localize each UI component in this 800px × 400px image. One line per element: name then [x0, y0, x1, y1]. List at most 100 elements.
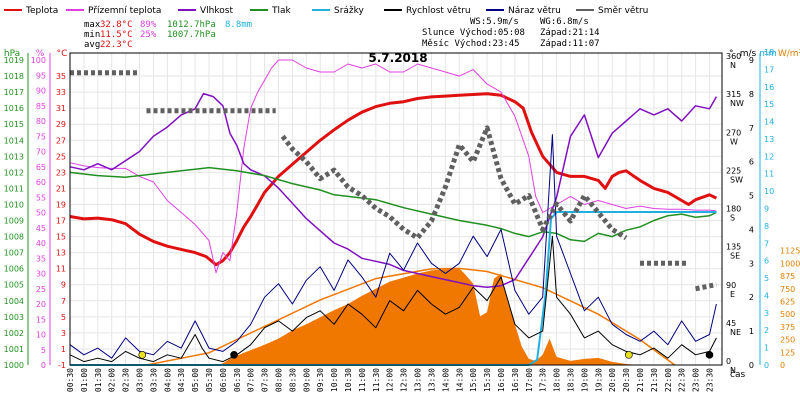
stat-avg-label: avg: [84, 40, 100, 50]
wm2-tick-label: 1125: [780, 247, 800, 256]
legend-label: Srážky: [334, 6, 365, 16]
deg-tick-label: 45: [726, 319, 736, 328]
y-tick-label: 1008: [4, 233, 24, 242]
y-tick-label: 60: [36, 178, 46, 187]
axis-unit-label: m/s: [740, 49, 757, 59]
x-tick-label: 16:00: [497, 368, 506, 392]
stat-max-temp: 32.8°C: [100, 20, 133, 30]
y-tick-label: 100: [31, 56, 46, 65]
y-tick-label: 9: [61, 281, 66, 290]
y-tick-label: 13: [56, 249, 66, 258]
mm-tick-label: 4: [764, 291, 769, 300]
y-tick-label: 15: [36, 315, 46, 324]
y-tick-label: 80: [36, 117, 46, 126]
stat-max-rain: 8.8mm: [225, 20, 252, 30]
ms-tick-label: 1: [749, 327, 754, 336]
x-tick-label: 14:00: [441, 368, 450, 392]
event-marker: [625, 351, 633, 359]
event-marker: [138, 351, 147, 359]
y-tick-label: 7: [61, 297, 66, 306]
series-line-teplota: [69, 92, 718, 267]
axis-unit-label: %: [36, 49, 45, 59]
y-tick-label: 1000: [4, 361, 24, 370]
ms-tick-label: 8: [749, 90, 754, 99]
measured-radiation-area: [220, 268, 640, 365]
ms-tick-label: 9: [749, 56, 754, 65]
mm-tick-label: 3: [764, 309, 769, 318]
x-tick-label: 12:00: [386, 368, 395, 392]
x-tick-label: 06:30: [233, 368, 242, 392]
event-marker: [705, 351, 714, 359]
axis-unit-label: mm: [759, 49, 777, 59]
x-tick-label: 21:30: [650, 368, 659, 392]
wm2-tick-label: 125: [780, 348, 795, 357]
y-tick-label: 25: [36, 285, 46, 294]
wm2-tick-label: 500: [780, 310, 795, 319]
y-tick-label: 33: [56, 88, 66, 97]
stat-min-label: min: [84, 30, 100, 40]
x-tick-label: 07:00: [247, 368, 256, 392]
y-tick-label: 1017: [4, 88, 24, 97]
y-tick-label: 1002: [4, 329, 24, 338]
legend: Teplota Přízemní teplota Vlhkost Tlak Srážky…: [4, 6, 648, 16]
axes-layer: 00:30 01:00 01:30 02:00 02:30 03:00 03:30 04:00…: [4, 48, 800, 392]
x-axis-label: čas: [730, 369, 745, 380]
y-tick-label: 27: [56, 136, 66, 145]
x-tick-label: 09:00: [302, 368, 311, 392]
info-sunset: Západ:21:14: [540, 28, 600, 38]
mm-tick-label: 0: [764, 361, 769, 370]
series-line-vlhkost: [69, 92, 718, 288]
deg-tick-label: 0: [726, 357, 731, 366]
x-tick-label: 16:30: [511, 368, 520, 392]
x-tick-label: 23:30: [705, 368, 714, 392]
x-tick-label: 13:30: [427, 368, 436, 392]
x-tick-label: 06:00: [219, 368, 228, 392]
ms-tick-label: 5: [749, 192, 754, 201]
ms-tick-label: 2: [749, 293, 754, 302]
y-tick-label: 40: [36, 239, 46, 248]
y-tick-label: 23: [56, 168, 66, 177]
info-ws: WS:5.9m/s: [470, 17, 519, 27]
x-tick-label: 01:00: [80, 368, 89, 392]
x-tick-label: 17:00: [525, 368, 534, 392]
mm-tick-label: 14: [764, 118, 774, 127]
info-moonrise: Měsíc Východ:23:45: [422, 39, 520, 49]
x-tick-label: 13:00: [414, 368, 423, 392]
event-markers: [138, 351, 714, 359]
y-tick-label: 1010: [4, 200, 24, 209]
deg-tick-label: 315: [726, 90, 741, 99]
y-tick-label: 1013: [4, 152, 24, 161]
y-tick-label: -1: [58, 361, 66, 370]
y-tick-label: 1019: [4, 56, 24, 65]
x-tick-label: 01:30: [94, 368, 103, 392]
wm2-tick-label: 375: [780, 323, 795, 332]
stat-min-press: 1007.7hPa: [167, 30, 216, 40]
wm2-tick-label: 1000: [780, 259, 800, 268]
y-tick-label: 55: [36, 193, 46, 202]
x-tick-label: 00:30: [66, 368, 75, 392]
legend-label: Vlhkost: [200, 6, 233, 16]
direction-tick-label: SE: [730, 252, 740, 261]
direction-tick-label: NE: [730, 328, 741, 337]
x-tick-label: 12:30: [400, 368, 409, 392]
y-tick-label: 35: [36, 254, 46, 263]
y-tick-label: 15: [56, 233, 66, 242]
x-tick-label: 20:00: [608, 368, 617, 392]
deg-tick-label: 360: [726, 52, 741, 61]
deg-tick-label: 270: [726, 128, 741, 137]
mm-tick-label: 9: [764, 205, 769, 214]
mm-tick-label: 5: [764, 274, 769, 283]
y-tick-label: 1007: [4, 249, 24, 258]
x-tick-label: 22:30: [678, 368, 687, 392]
y-tick-label: 11: [56, 265, 66, 274]
x-tick-label: 02:30: [122, 368, 131, 392]
x-tick-label: 03:30: [149, 368, 158, 392]
y-tick-label: 1003: [4, 313, 24, 322]
y-tick-label: 10: [36, 331, 46, 340]
stat-max-label: max: [84, 20, 101, 30]
mm-tick-label: 16: [764, 83, 774, 92]
y-tick-label: 85: [36, 102, 46, 111]
x-tick-label: 05:00: [191, 368, 200, 392]
y-tick-label: 75: [36, 132, 46, 141]
